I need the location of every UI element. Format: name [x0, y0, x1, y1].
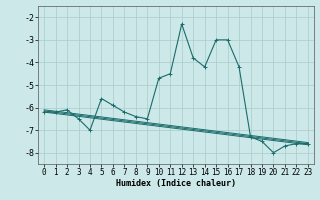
- X-axis label: Humidex (Indice chaleur): Humidex (Indice chaleur): [116, 179, 236, 188]
